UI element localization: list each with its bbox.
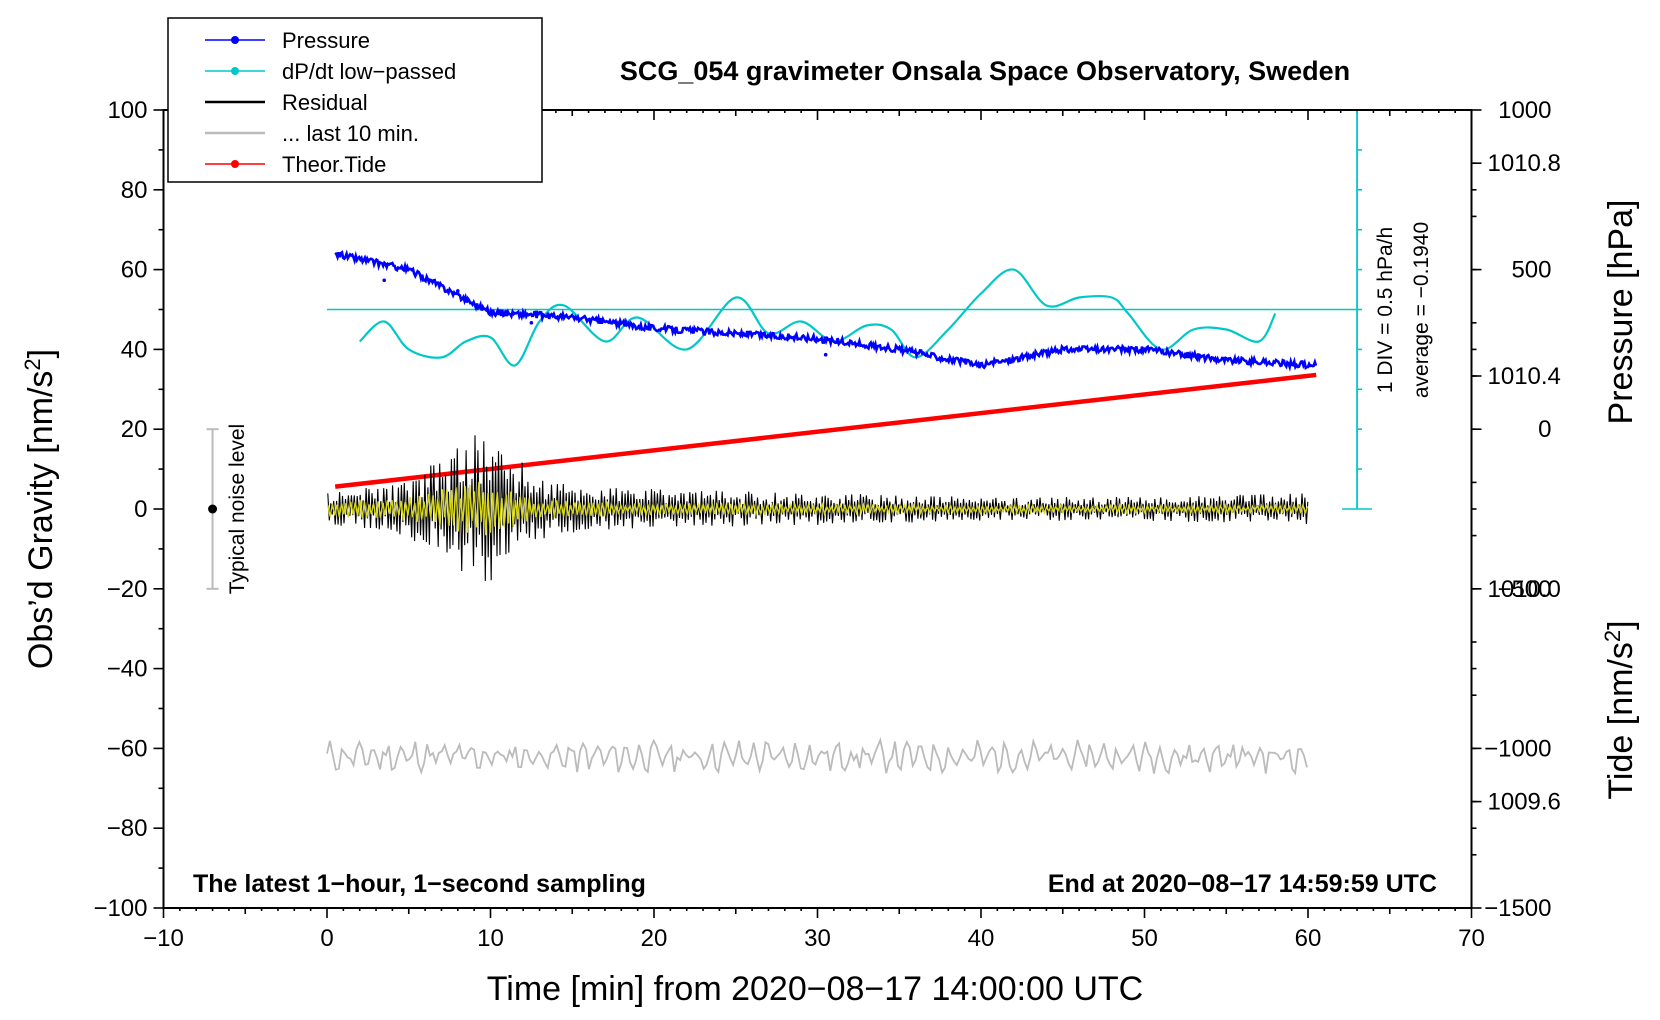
tide-tick-label: 0 (1538, 416, 1551, 443)
legend-label: Pressure (282, 28, 370, 53)
series-tide-line (334, 372, 1317, 489)
legend-label: dP/dt low−passed (282, 59, 456, 84)
y-tick-label: 60 (121, 257, 148, 284)
x-tick-label: 10 (477, 925, 504, 952)
chart-title: SCG_054 gravimeter Onsala Space Observat… (620, 56, 1350, 86)
x-axis-title: Time [min] from 2020−08−17 14:00:00 UTC (487, 970, 1143, 1008)
noise-level-label: Typical noise level (226, 424, 249, 594)
y-tick-label: −80 (107, 815, 148, 842)
pressure-tick-label: 1010.4 (1488, 363, 1561, 390)
x-tick-label: 20 (641, 925, 668, 952)
x-tick-label: 0 (320, 925, 333, 952)
y-tick-label: 100 (107, 97, 147, 124)
y-axis-title-tide: Tide [nm/s2] (1600, 620, 1640, 799)
y-tick-label: 40 (121, 336, 148, 363)
legend-entries: Pressure dP/dt low−passed Residual ... last… (205, 28, 456, 177)
y-tick-label: 20 (121, 416, 148, 443)
x-tick-label: 30 (804, 925, 831, 952)
y-axis-title-pressure: Pressure [hPa] (1602, 200, 1640, 425)
pressure-tick-label: 1009.6 (1488, 789, 1561, 816)
pressure-point (823, 352, 828, 357)
series-residual-lowpass-line (327, 481, 1309, 536)
pressure-tick-label: 1010.0 (1488, 576, 1561, 603)
legend: Pressure dP/dt low−passed Residual ... last… (167, 17, 543, 183)
x-tick-label: −10 (143, 925, 184, 952)
legend-label: Residual (282, 90, 368, 115)
legend-box (167, 17, 543, 183)
legend-label: ... last 10 min. (282, 121, 419, 146)
scale-bar-average-label: average = −0.1940 (1410, 222, 1433, 398)
series-residual-line (327, 435, 1309, 582)
legend-marker (231, 67, 239, 75)
series-last-10-min-line (326, 736, 1308, 776)
x-tick-label: 50 (1131, 925, 1158, 952)
noise-bar-center-dot (208, 504, 218, 514)
tick-labels: −10 0 10 20 30 40 50 60 70100806040200−20−40−60−… (93, 97, 1560, 952)
tide-tick-label: 500 (1511, 257, 1551, 284)
tide-tick-label: −500 (1497, 576, 1551, 603)
x-tick-label: 70 (1458, 925, 1485, 952)
legend-marker (231, 160, 239, 168)
series-pressure-line (334, 249, 1318, 372)
x-tick-label: 40 (968, 925, 995, 952)
y-tick-label: −20 (107, 576, 148, 603)
y-tick-label: −60 (107, 735, 148, 762)
plot-frame (162, 109, 1473, 909)
data-layer (206, 109, 1373, 776)
x-tick-label: 60 (1295, 925, 1322, 952)
y-tick-label: 0 (134, 496, 147, 523)
tide-tick-label: 1000 (1498, 97, 1551, 124)
tide-tick-label: −1500 (1484, 895, 1551, 922)
tide-tick-label: −1000 (1484, 735, 1551, 762)
pressure-tick-label: 1010.8 (1488, 150, 1561, 177)
y-tick-label: −40 (107, 656, 148, 683)
y-tick-label: −100 (93, 895, 147, 922)
legend-marker (231, 36, 239, 44)
pressure-point (382, 278, 387, 283)
y-tick-label: 80 (121, 177, 148, 204)
y-axis-title-left: Obs’d Gravity [nm/s2] (20, 349, 60, 669)
legend-label: Theor.Tide (282, 152, 386, 177)
pressure-point (456, 289, 460, 293)
annotation-sampling: The latest 1−hour, 1−second sampling (193, 870, 646, 898)
scale-bar-label: 1 DIV = 0.5 hPa/h (1374, 227, 1397, 393)
pressure-point (529, 321, 534, 325)
annotation-end-time: End at 2020−08−17 14:59:59 UTC (1048, 870, 1437, 898)
